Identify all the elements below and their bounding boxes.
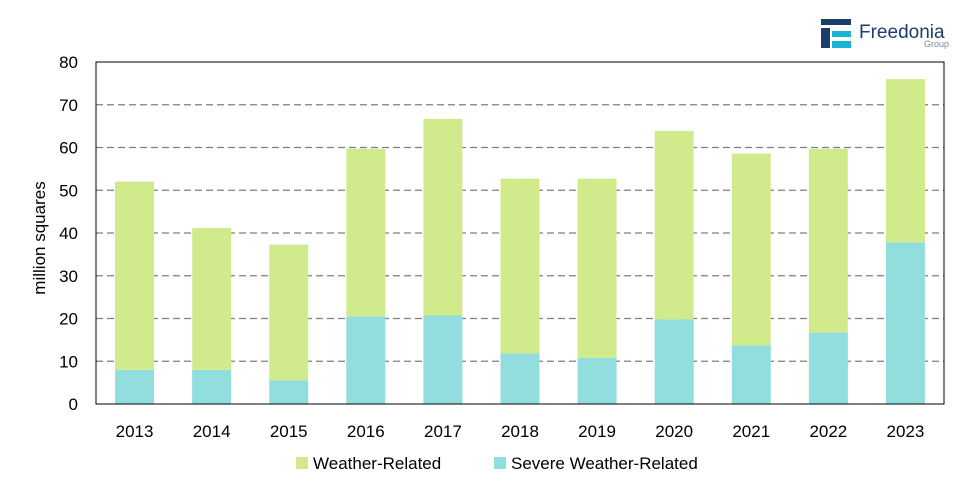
plot-frame — [95, 61, 945, 405]
x-tick-label: 2023 — [887, 422, 925, 441]
bar-severe-weather-related-2018 — [500, 353, 540, 404]
bar-severe-weather-related-2016 — [346, 316, 386, 404]
bar-severe-weather-related-2017 — [423, 315, 463, 404]
bars — [115, 79, 925, 404]
bar-weather-related-2015 — [269, 244, 309, 381]
bar-weather-related-2020 — [654, 130, 694, 320]
y-tick-label: 0 — [69, 395, 78, 414]
y-tick-label: 60 — [59, 139, 78, 158]
bar-weather-related-2022 — [808, 148, 848, 333]
bar-severe-weather-related-2020 — [654, 319, 694, 404]
y-tick-label: 80 — [59, 53, 78, 72]
x-axis-ticks: 2013 2014 2015 2016 2017 2018 2019 2020 2021 2022… — [116, 422, 925, 441]
x-tick-label: 2017 — [424, 422, 462, 441]
bar-severe-weather-related-2022 — [808, 332, 848, 404]
logo-name: Freedonia — [859, 22, 945, 43]
bar-weather-related-2013 — [115, 181, 155, 370]
bar-weather-related-2016 — [346, 148, 386, 317]
logo-bar-low — [832, 41, 851, 48]
y-tick-label: 70 — [59, 96, 78, 115]
y-tick-label: 40 — [59, 224, 78, 243]
legend-swatch — [494, 457, 506, 469]
bar-severe-weather-related-2023 — [885, 242, 925, 404]
y-tick-label: 10 — [59, 352, 78, 371]
freedonia-logo: Freedonia Group — [821, 19, 949, 49]
legend-label: Weather-Related — [313, 454, 441, 473]
logo-bar-top — [821, 19, 851, 25]
bar-weather-related-2021 — [731, 153, 771, 346]
bar-weather-related-2019 — [577, 178, 617, 358]
x-tick-label: 2019 — [578, 422, 616, 441]
bar-severe-weather-related-2015 — [269, 380, 309, 404]
legend-label: Severe Weather-Related — [511, 454, 698, 473]
bar-weather-related-2017 — [423, 118, 463, 316]
bar-severe-weather-related-2013 — [115, 369, 155, 404]
x-tick-label: 2015 — [270, 422, 308, 441]
x-tick-label: 2013 — [116, 422, 154, 441]
logo-sub: Group — [924, 39, 949, 49]
y-tick-label: 20 — [59, 310, 78, 329]
x-tick-label: 2022 — [809, 422, 847, 441]
bar-severe-weather-related-2019 — [577, 357, 617, 404]
legend: Weather-Related Severe Weather-Related — [296, 454, 698, 473]
x-tick-label: 2014 — [193, 422, 231, 441]
y-axis-ticks: 0 10 20 30 40 50 60 70 80 — [59, 53, 78, 414]
logo-bar-mid — [832, 31, 851, 37]
bar-severe-weather-related-2014 — [192, 369, 232, 404]
y-tick-label: 50 — [59, 181, 78, 200]
logo-bar-stem — [821, 28, 830, 48]
x-tick-label: 2018 — [501, 422, 539, 441]
x-tick-label: 2020 — [655, 422, 693, 441]
bar-weather-related-2018 — [500, 178, 540, 354]
y-axis-title: million squares — [30, 181, 49, 294]
x-tick-label: 2021 — [732, 422, 770, 441]
y-tick-label: 30 — [59, 267, 78, 286]
legend-swatch — [296, 457, 308, 469]
x-tick-label: 2016 — [347, 422, 385, 441]
bar-severe-weather-related-2021 — [731, 345, 771, 404]
bar-weather-related-2014 — [192, 227, 232, 370]
bar-weather-related-2023 — [885, 79, 925, 243]
